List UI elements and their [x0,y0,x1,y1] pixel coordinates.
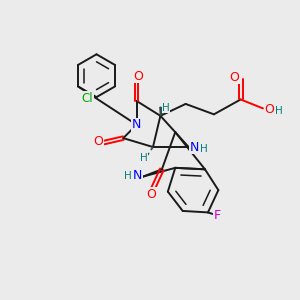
Text: H: H [162,103,170,113]
Text: N: N [133,169,142,182]
Text: H: H [140,153,147,163]
Text: Cl: Cl [82,92,93,105]
Text: O: O [146,188,156,201]
Text: N: N [189,140,199,154]
Text: O: O [265,103,275,116]
Text: O: O [94,136,103,148]
Polygon shape [160,107,165,116]
Text: F: F [213,209,220,222]
Text: H: H [200,144,208,154]
Text: H: H [275,106,283,116]
Text: O: O [133,70,143,83]
Text: O: O [229,71,239,84]
Text: N: N [132,118,141,131]
Text: H: H [124,171,132,181]
